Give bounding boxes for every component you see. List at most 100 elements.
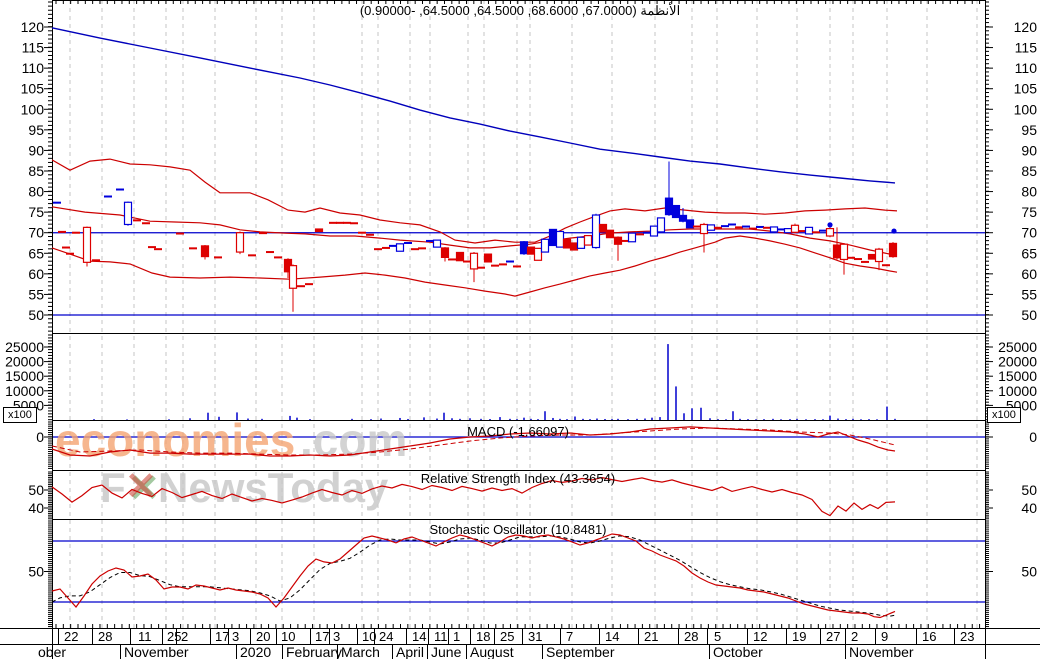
candle-body <box>314 228 324 233</box>
y-tick-label-left: 15000 <box>5 368 44 384</box>
candle-body <box>548 228 558 247</box>
y-tick-label-left: 100 <box>21 101 45 117</box>
candle-dash <box>819 229 827 232</box>
x-date-label: 20 <box>256 629 270 644</box>
y-tick-label-left: 105 <box>21 81 45 97</box>
y-tick-label-left: 50 <box>28 564 44 580</box>
candle-body <box>804 226 814 235</box>
candle-body <box>605 229 615 239</box>
candle-dash <box>721 225 729 228</box>
ohlc-values: (67.0000, 68.6000, 64.5000, 64.5000, -0.… <box>359 3 637 18</box>
blue-dot <box>891 228 897 234</box>
x-date-label: 31 <box>528 629 542 644</box>
candle-dash <box>426 239 434 242</box>
candle-body <box>82 226 92 263</box>
candle-dash <box>66 252 74 255</box>
axis-frame <box>44 0 993 659</box>
x-date-label: 3 <box>333 629 340 644</box>
candle-body <box>123 201 133 226</box>
volume-unit-badge-right: x100 <box>987 407 1021 423</box>
candle-dash <box>62 246 70 249</box>
candle-body <box>288 265 298 289</box>
candle-dash <box>389 244 397 247</box>
candles-layer <box>53 161 898 312</box>
candle-dash <box>463 260 471 263</box>
y-tick-label-left: 50 <box>28 307 44 323</box>
candle-body <box>555 230 565 248</box>
watermark-tagline-f: F <box>100 464 126 511</box>
candle-dash <box>506 260 514 263</box>
blue-dot <box>827 222 833 228</box>
candle-dash <box>847 256 855 259</box>
y-tick-label-right: 105 <box>1014 81 1038 97</box>
candle-dash <box>477 266 485 269</box>
candle-body <box>562 238 572 249</box>
candle-dash <box>305 283 313 286</box>
y-tick-label-right: 15000 <box>998 368 1037 384</box>
x-month-label: 2020 <box>240 644 271 659</box>
volume-bars <box>93 344 896 420</box>
candle-dash <box>714 226 722 229</box>
candle-body <box>649 225 659 237</box>
y-tick-label-left: 110 <box>22 60 45 76</box>
y-tick-label-right: 25000 <box>998 339 1037 355</box>
y-tick-label-right: 90 <box>1021 142 1037 158</box>
candle-body <box>656 217 666 233</box>
candle-body <box>790 224 800 233</box>
candle-dash <box>882 264 890 267</box>
candle-body <box>519 241 529 255</box>
x-date-label: 11 <box>138 629 152 644</box>
x-date-label: 16 <box>922 629 936 644</box>
macd-panel-label: MACD (-1.66097) <box>467 424 569 439</box>
x-month-label: November <box>849 644 914 659</box>
candle-dash <box>621 239 629 242</box>
candle-dash <box>756 225 764 228</box>
y-tick-label-right: 95 <box>1021 122 1037 138</box>
candle-dash <box>374 248 382 251</box>
bb_upper <box>51 158 898 244</box>
candle-body <box>627 232 637 243</box>
y-tick-label-left: 95 <box>28 122 44 138</box>
candle-dash <box>176 232 184 235</box>
candle-dash <box>72 231 80 234</box>
stoch-d-line <box>51 535 896 617</box>
candle-body <box>832 244 842 259</box>
x-date-label: 25 <box>500 629 514 644</box>
x-date-label: 18 <box>476 629 490 644</box>
x-month-label: June <box>431 644 462 659</box>
candle-body <box>664 197 674 216</box>
candle-body <box>591 214 601 249</box>
y-tick-label-right: 85 <box>1021 163 1037 179</box>
x-date-label: 24 <box>379 629 393 644</box>
candle-body <box>483 253 493 263</box>
x-date-label: 2 <box>181 629 188 644</box>
y-tick-label-left: 20000 <box>5 354 44 370</box>
panel-separators <box>0 0 1040 645</box>
candle-body <box>839 243 849 261</box>
candle-body <box>678 214 688 222</box>
candle-dash <box>148 246 156 249</box>
y-tick-label-right: 70 <box>1021 225 1037 241</box>
candle-dash <box>154 248 162 251</box>
candle-body <box>569 242 579 251</box>
macd-curves <box>51 426 896 457</box>
candle-dash <box>643 231 651 234</box>
candle-dash <box>812 231 820 234</box>
x-month-label: February <box>286 644 342 659</box>
candle-dash <box>735 226 743 229</box>
candle-dash <box>404 242 412 244</box>
candle-dash <box>343 221 351 224</box>
x-date-label: 27 <box>826 629 840 644</box>
candle-body <box>440 247 450 259</box>
y-tick-label-left: 25000 <box>5 339 44 355</box>
candle-dash <box>513 265 521 268</box>
candle-dash <box>693 225 701 228</box>
x-month-label: April <box>396 644 424 659</box>
symbol-name: الأنظمة <box>640 3 681 18</box>
candle-body <box>671 204 681 219</box>
rsi-panel-label: Relative Strength Index (43.3654) <box>420 471 616 486</box>
candle-dash <box>116 188 124 191</box>
candle-dash <box>297 285 305 288</box>
